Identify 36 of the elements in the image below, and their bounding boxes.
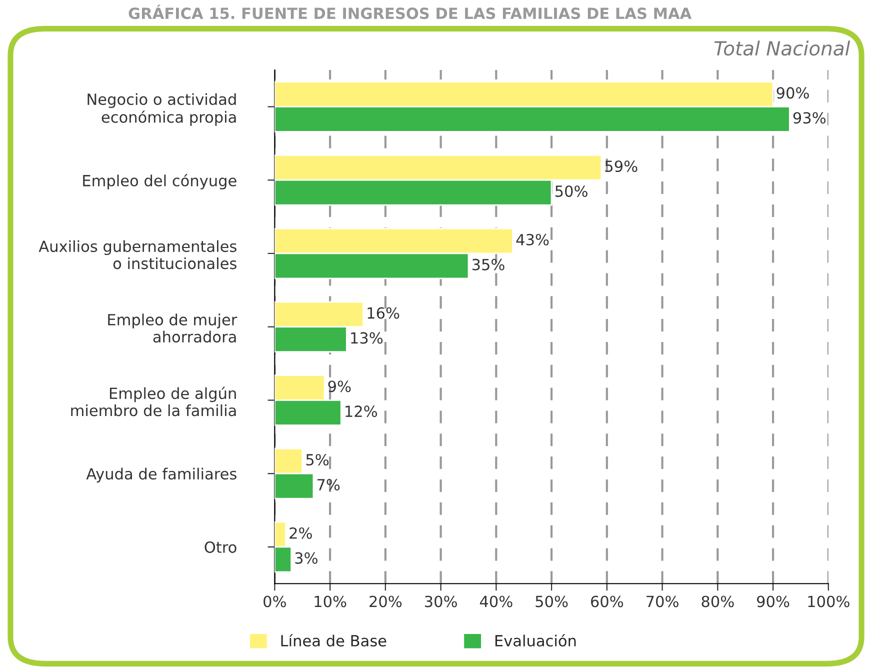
x-tick-label: 100% — [808, 596, 850, 608]
x-tick-label: 60% — [591, 596, 624, 608]
legend-label: Línea de Base — [281, 634, 386, 647]
y-tick-label: Auxilios gubernamentales o institucionales — [38, 240, 236, 270]
data-label: 2% — [290, 527, 312, 539]
data-label: 3% — [295, 552, 318, 564]
x-tick-label: 90% — [757, 596, 790, 608]
data-label: 13% — [351, 332, 383, 344]
legend-label: Evaluación — [495, 634, 576, 647]
x-tick-label: 10% — [314, 596, 346, 608]
x-tick-label: 40% — [480, 596, 512, 608]
data-label: 16% — [368, 307, 400, 319]
data-label: 7% — [317, 478, 340, 490]
data-label: 59% — [605, 160, 638, 172]
x-tick-label: 0% — [264, 596, 286, 608]
y-tick-label: Empleo de algún miembro de la familia — [71, 386, 236, 416]
data-label: 5% — [306, 454, 329, 466]
data-label: 12% — [346, 406, 378, 418]
data-label: 93% — [793, 112, 826, 124]
y-tick-label: Otro — [204, 541, 236, 553]
y-tick-label: Empleo del cónyuge — [83, 174, 236, 190]
data-label: 50% — [555, 185, 588, 197]
chart-title: GRÁFICA 15. FUENTE DE INGRESOS DE LAS FAMILIAS DE LAS MAA — [128, 4, 692, 20]
x-tick-label: 80% — [702, 596, 734, 608]
x-tick-label: 70% — [646, 596, 678, 608]
data-label: 9% — [328, 380, 351, 392]
data-label: 43% — [516, 234, 549, 246]
y-tick-label: Negocio o actividad económica propia — [88, 93, 236, 126]
x-tick-label: 50% — [536, 596, 568, 608]
data-label: 90% — [776, 87, 809, 99]
y-tick-label: Ayuda de familiares — [86, 468, 236, 483]
x-tick-label: 20% — [370, 596, 402, 608]
chart-subtitle: Total Nacional — [714, 40, 850, 56]
data-label: 35% — [472, 258, 504, 270]
x-tick-label: 30% — [424, 596, 457, 608]
y-tick-label: Empleo de mujer ahorradora — [108, 314, 238, 343]
